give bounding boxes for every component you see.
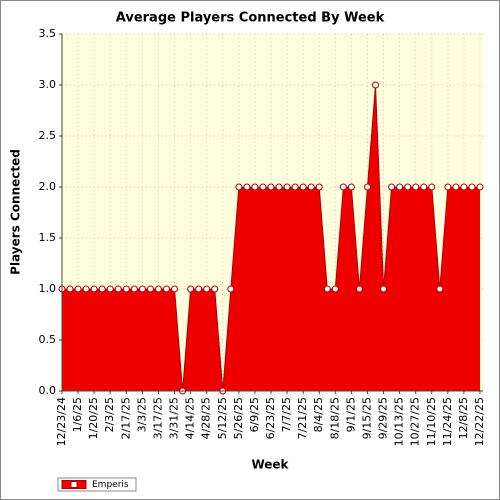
marker [227,285,235,293]
marker [372,81,379,89]
x-tick-label: 8/4/25 [312,397,325,432]
x-tick-label: 3/17/25 [151,397,164,439]
marker [74,285,82,293]
chart-title: Average Players Connected By Week [116,11,385,26]
y-tick-label: 0.5 [39,333,57,346]
marker [412,183,420,191]
marker [404,183,412,191]
marker [114,285,122,293]
marker [468,183,476,191]
marker [98,285,106,293]
marker [380,285,388,293]
marker [130,285,138,293]
x-tick-label: 6/9/25 [248,397,261,432]
marker [138,285,146,293]
x-tick-label: 12/23/24 [55,397,68,446]
marker [347,183,355,191]
marker [82,285,90,293]
marker [355,285,363,293]
marker [291,183,299,191]
x-tick-label: 4/28/25 [200,397,213,439]
marker [122,285,130,293]
marker [163,285,170,293]
marker [331,285,339,293]
marker [420,183,428,191]
x-tick-label: 5/26/25 [232,397,245,439]
y-tick-label: 3.0 [39,78,57,91]
x-tick-label: 7/21/25 [296,397,309,439]
marker [154,285,162,293]
marker [315,183,323,191]
marker [428,183,436,191]
x-tick-label: 4/14/25 [184,397,197,439]
x-tick-label: 10/13/25 [393,397,406,446]
x-tick-label: 9/1/25 [344,397,357,432]
marker [452,183,460,191]
legend-label: Emperis [92,480,129,490]
y-tick-label: 3.5 [39,27,57,40]
x-tick-label: 1/6/25 [71,397,84,432]
area [62,85,480,391]
x-tick-label: 3/3/25 [135,397,148,432]
marker [66,285,74,293]
marker [267,183,275,191]
x-tick-label: 9/15/25 [360,397,373,439]
y-axis-title: Players Connected [9,149,23,275]
x-tick-label: 12/8/25 [457,397,470,439]
x-tick-label: 10/27/25 [409,397,422,446]
x-tick-label: 11/24/25 [441,397,454,446]
marker [307,183,315,191]
marker [299,183,307,191]
x-tick-label: 6/23/25 [264,397,277,439]
marker [476,183,484,191]
legend-marker [70,481,78,488]
marker [323,285,331,293]
marker [106,285,114,293]
x-tick-label: 2/17/25 [119,397,132,439]
marker [259,183,267,191]
marker [235,183,243,191]
y-tick-label: 2.0 [39,180,57,193]
x-tick-label: 1/20/25 [87,397,100,439]
x-tick-label: 9/29/25 [377,397,390,439]
y-tick-label: 1.5 [39,231,57,244]
marker [187,285,195,293]
y-tick-label: 1.0 [39,282,57,295]
x-tick-label: 12/22/25 [473,397,486,446]
y-tick-label: 2.5 [39,129,57,142]
marker [146,285,154,293]
x-tick-label: 8/18/25 [328,397,341,439]
y-tick-label: 0.0 [39,384,57,397]
x-axis-title: Week [251,458,289,472]
marker [283,183,291,191]
x-tick-label: 3/31/25 [168,397,181,439]
marker [243,183,251,191]
marker [90,285,98,293]
marker [436,285,444,293]
marker [251,183,259,191]
marker [203,285,211,293]
x-tick-label: 2/3/25 [103,397,116,432]
marker [363,183,371,191]
marker [396,183,404,191]
marker [444,183,452,191]
marker [339,183,347,191]
marker [388,183,396,191]
marker [195,285,203,293]
x-tick-label: 11/10/25 [425,397,438,446]
marker [275,183,283,191]
x-tick-label: 7/7/25 [280,397,293,432]
marker [171,285,179,293]
marker [460,183,468,191]
x-tick-label: 5/12/25 [216,397,229,439]
marker [211,285,219,293]
